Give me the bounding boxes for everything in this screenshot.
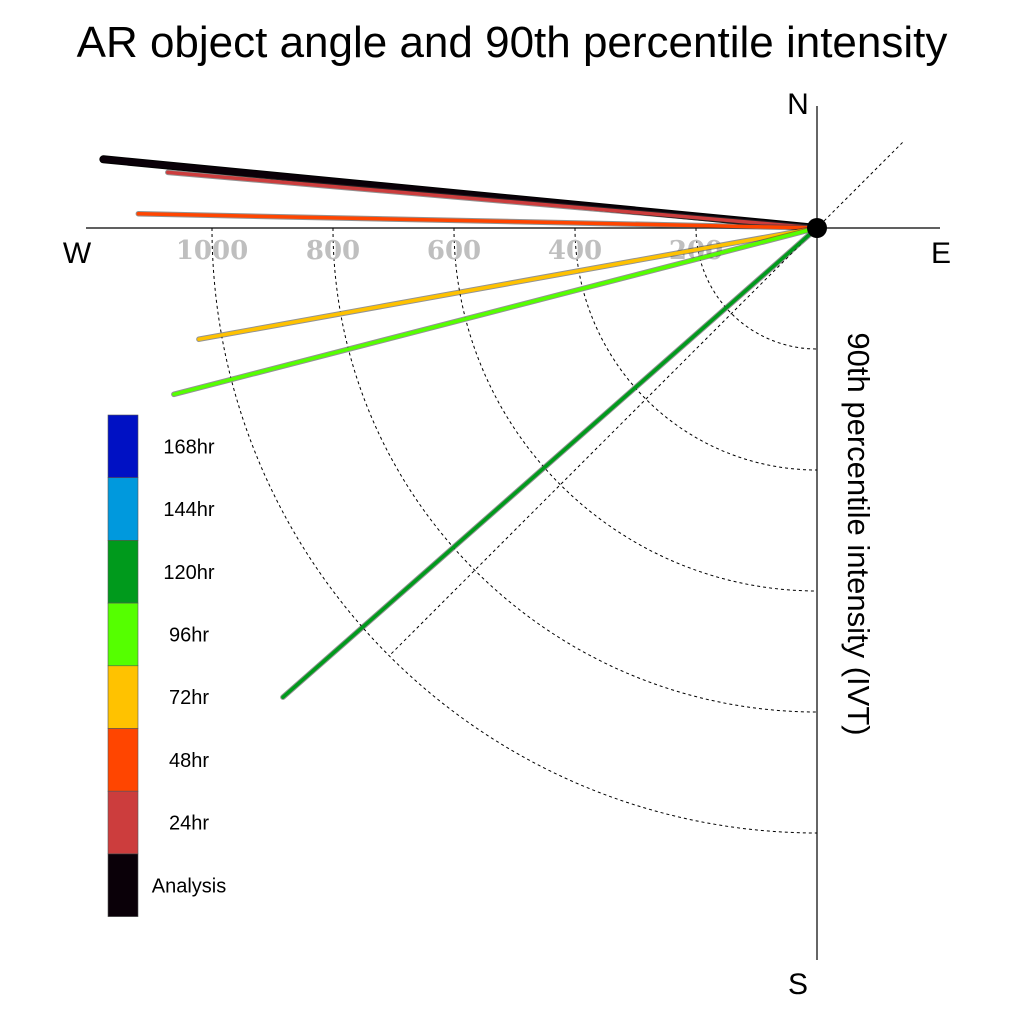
legend-swatch (107, 665, 139, 729)
series-vector-96hr (172, 226, 819, 397)
legend-swatch (107, 728, 139, 792)
north-label: N (787, 88, 809, 121)
radial-tick-label: 1000 (176, 236, 248, 266)
legend-label: 168hr (163, 436, 214, 458)
series-vector-120hr (281, 226, 819, 699)
legend-label: 120hr (163, 562, 214, 584)
series-vector-72hr (197, 226, 819, 341)
legend-swatch (107, 602, 139, 667)
legend-label: Analysis (152, 875, 226, 897)
radial-tick-labels: 2004006008001000 (176, 236, 723, 266)
legend-swatch (107, 853, 139, 917)
legend: 168hr 144hr 120hr 96hr 72hr 48hr 24hr Analysis (107, 414, 226, 917)
radial-tick-label: 600 (427, 236, 481, 266)
series-vectors (99, 155, 821, 700)
legend-swatch (107, 790, 139, 855)
chart-title: AR object angle and 90th percentile inte… (77, 18, 948, 67)
legend-label: 96hr (169, 624, 209, 646)
grid-arc (695, 227, 818, 350)
south-label: S (788, 968, 808, 1001)
origin-marker (807, 218, 827, 238)
legend-swatch (107, 414, 139, 479)
grid-arc (574, 227, 818, 471)
legend-label: 48hr (169, 750, 209, 772)
legend-label: 144hr (163, 499, 214, 521)
y-axis-label: 90th percentile intensity (IVT) (841, 332, 876, 735)
series-vector-48hr (136, 212, 819, 230)
east-label: E (931, 237, 951, 270)
legend-label: 72hr (169, 687, 209, 709)
grid-arc (211, 227, 818, 834)
radial-tick-label: 800 (306, 236, 360, 266)
radial-tick-label: 400 (548, 236, 602, 266)
legend-swatch (107, 540, 139, 604)
series-vector-24hr (166, 170, 819, 230)
legend-label: 24hr (169, 813, 209, 835)
west-label: W (63, 237, 92, 270)
legend-swatch (107, 477, 139, 541)
grid-arc (332, 227, 818, 713)
grid-arc (453, 227, 818, 592)
